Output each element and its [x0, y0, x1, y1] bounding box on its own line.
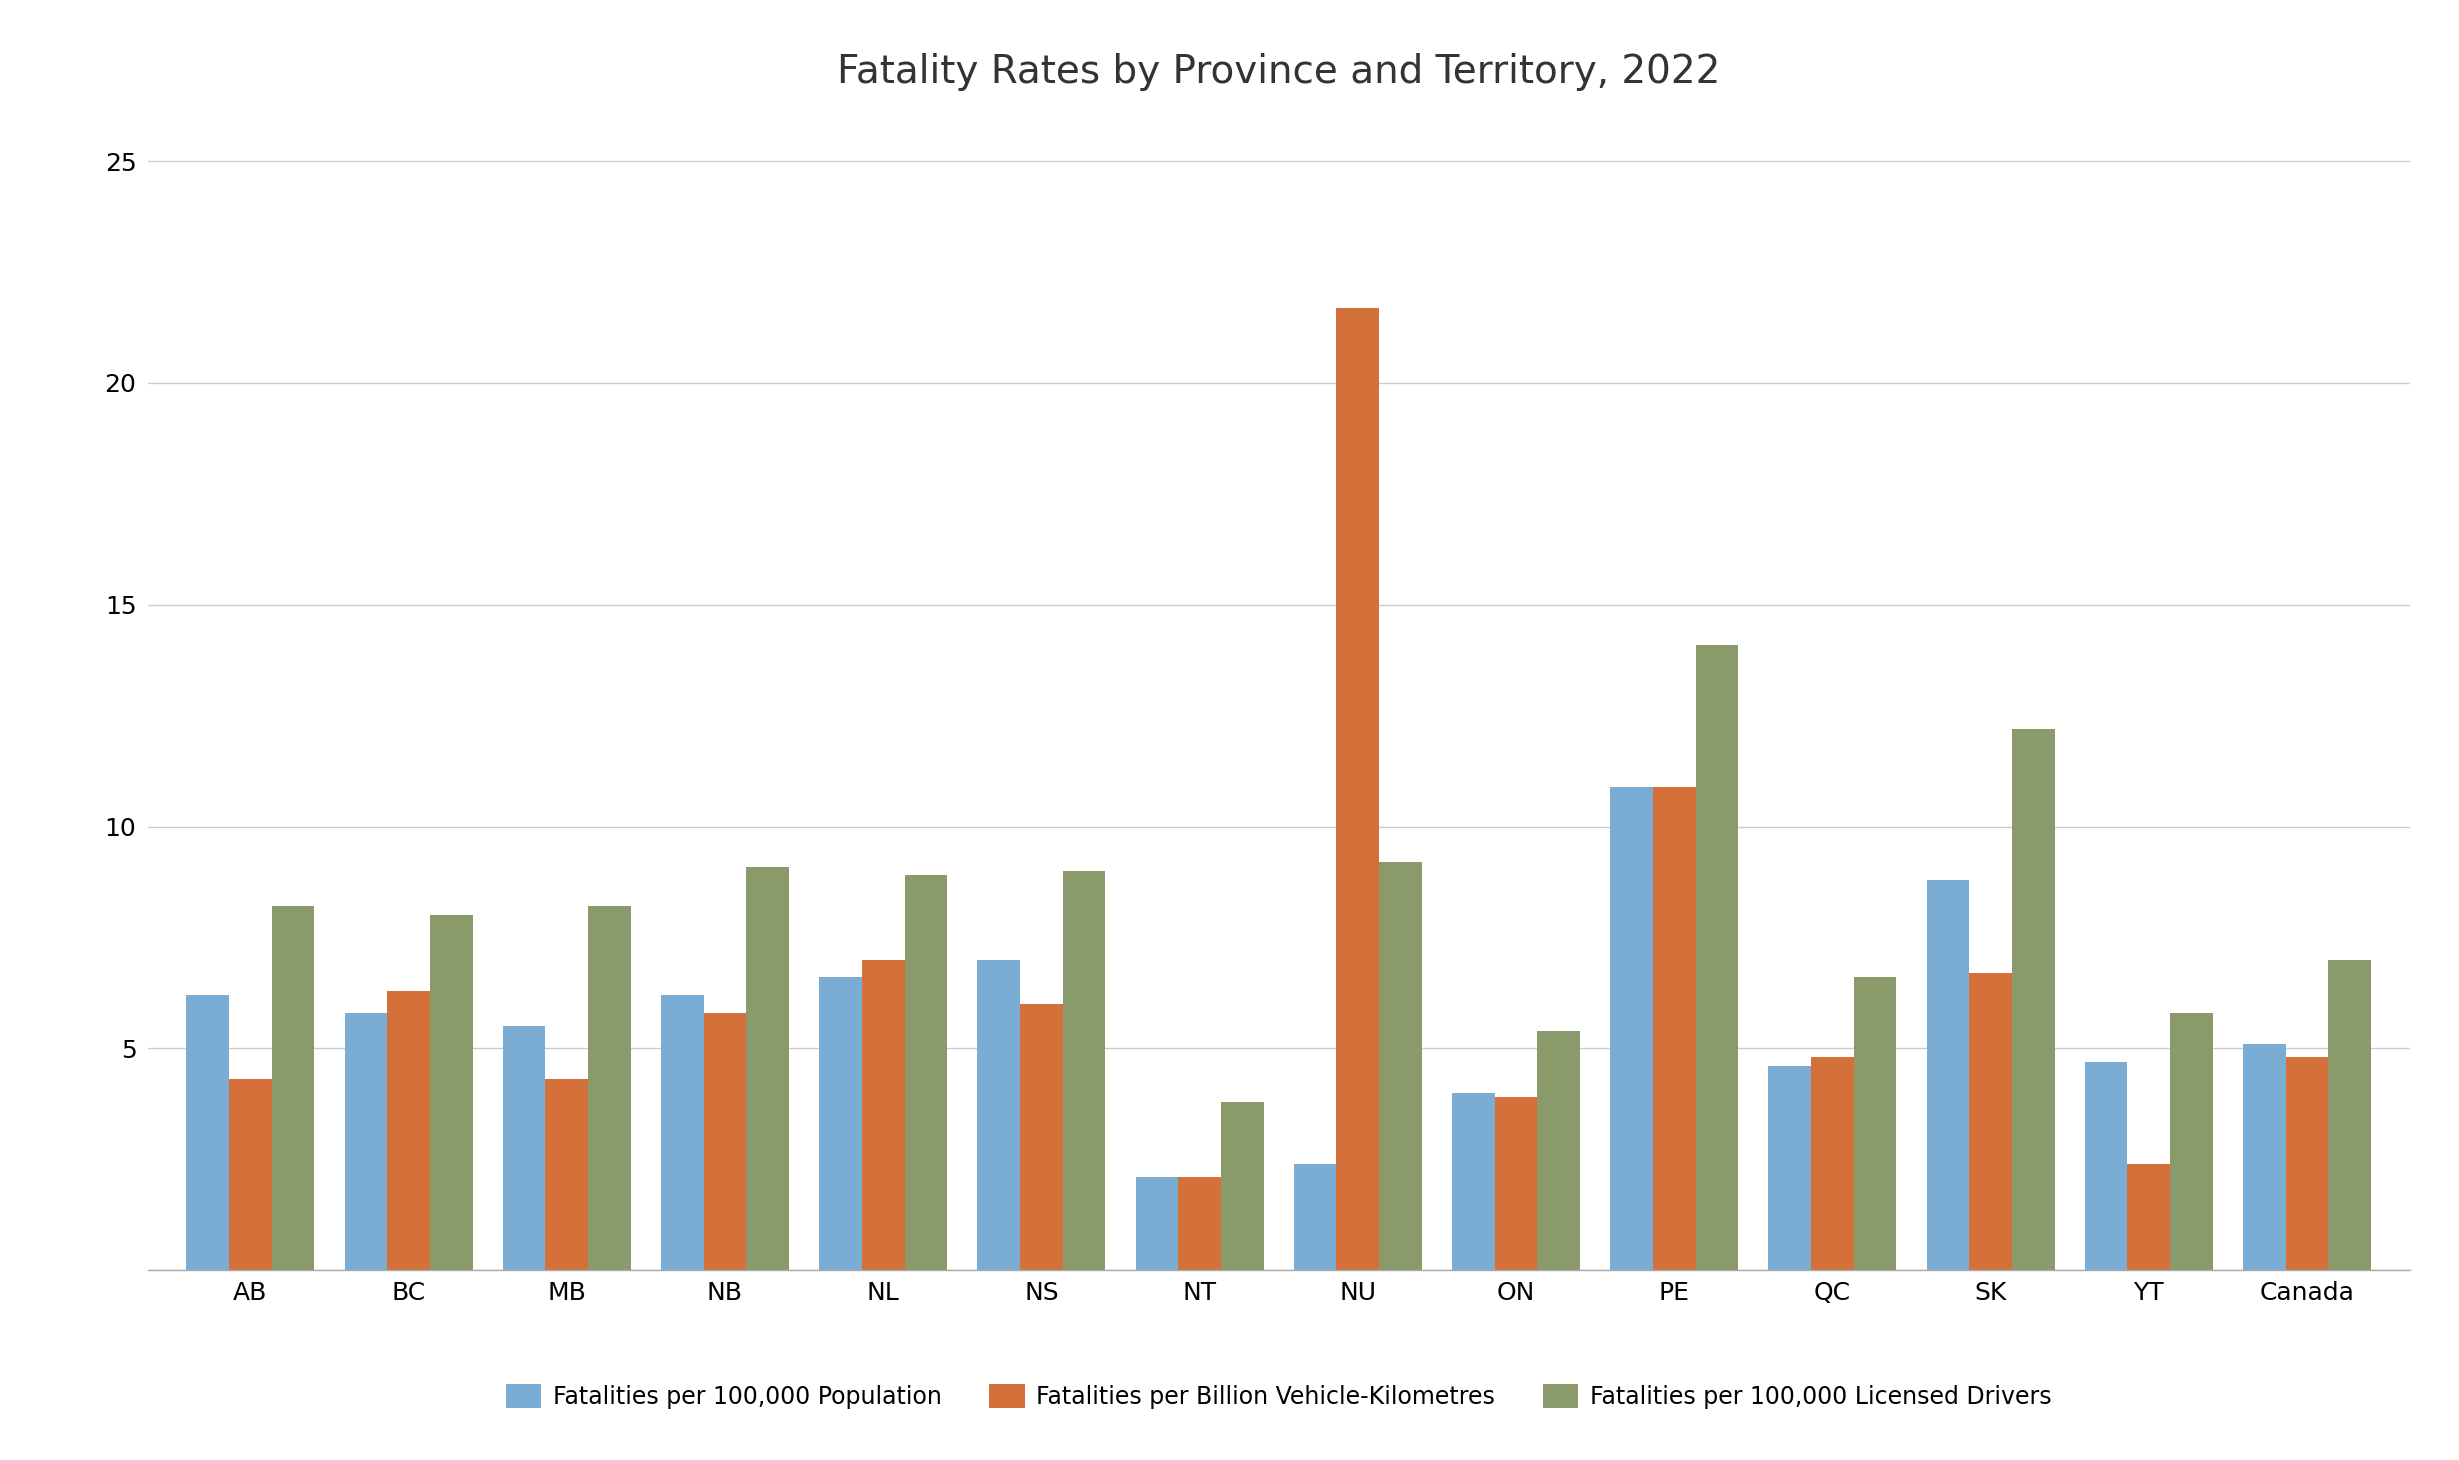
Bar: [1379, 861, 1421, 1270]
Bar: [748, 866, 789, 1270]
Bar: [905, 876, 947, 1270]
Bar: [588, 907, 632, 1270]
Bar: [1451, 1092, 1495, 1270]
Bar: [273, 907, 315, 1270]
Bar: [1768, 1066, 1810, 1270]
Bar: [1178, 1177, 1222, 1270]
Bar: [861, 959, 905, 1270]
Bar: [1970, 972, 2011, 1270]
Bar: [2243, 1044, 2284, 1270]
Bar: [1222, 1102, 1264, 1270]
Bar: [1537, 1031, 1581, 1270]
Bar: [187, 996, 229, 1270]
Bar: [1020, 1004, 1062, 1270]
Bar: [703, 1013, 748, 1270]
Bar: [1810, 1057, 1854, 1270]
Legend: Fatalities per 100,000 Population, Fatalities per Billion Vehicle-Kilometres, Fa: Fatalities per 100,000 Population, Fatal…: [497, 1374, 2061, 1418]
Bar: [1697, 645, 1739, 1270]
Bar: [344, 1013, 386, 1270]
Bar: [1652, 787, 1697, 1270]
Bar: [386, 991, 430, 1270]
Bar: [502, 1026, 546, 1270]
Bar: [2329, 959, 2370, 1270]
Bar: [1854, 977, 1896, 1270]
Bar: [1925, 880, 1970, 1270]
Bar: [819, 977, 861, 1270]
Bar: [229, 1079, 273, 1270]
Bar: [1335, 308, 1379, 1270]
Bar: [2085, 1061, 2127, 1270]
Bar: [1062, 872, 1107, 1270]
Bar: [661, 996, 703, 1270]
Bar: [1136, 1177, 1178, 1270]
Title: Fatality Rates by Province and Territory, 2022: Fatality Rates by Province and Territory…: [836, 54, 1721, 92]
Bar: [1611, 787, 1652, 1270]
Bar: [2171, 1013, 2213, 1270]
Bar: [546, 1079, 588, 1270]
Bar: [2284, 1057, 2329, 1270]
Bar: [1495, 1098, 1537, 1270]
Bar: [2127, 1164, 2171, 1270]
Bar: [430, 915, 472, 1270]
Bar: [1293, 1164, 1335, 1270]
Bar: [2011, 729, 2056, 1270]
Bar: [976, 959, 1020, 1270]
